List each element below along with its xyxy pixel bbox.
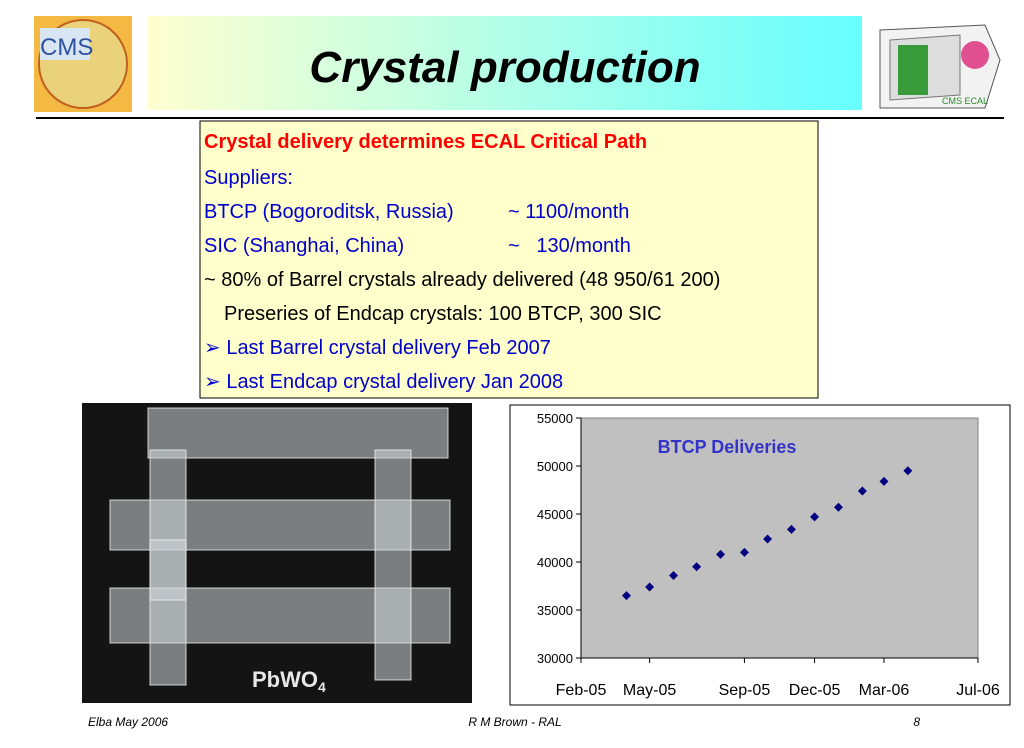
- data-point: [786, 524, 796, 534]
- slide-title: Crystal production: [309, 43, 700, 92]
- bullet: ➢ Last Barrel crystal delivery Feb 2007: [204, 337, 551, 359]
- x-tick-label: Jul-06: [956, 682, 1000, 699]
- x-tick-label: Dec-05: [789, 682, 841, 699]
- logo-text: CMS ECAL: [942, 96, 988, 106]
- data-point: [833, 502, 843, 512]
- title-bar: [148, 16, 862, 110]
- crystal-photo: PbWO4: [82, 403, 472, 703]
- photo-label: PbWO4: [252, 667, 326, 695]
- text-box: [199, 120, 819, 399]
- data-point: [810, 512, 820, 522]
- chart-title: BTCP Deliveries: [658, 437, 797, 457]
- data-point: [763, 534, 773, 544]
- y-tick-label: 35000: [537, 603, 573, 618]
- y-tick-label: 40000: [537, 555, 573, 570]
- y-tick-label: 55000: [537, 411, 573, 426]
- heading: Crystal delivery determines ECAL Critica…: [204, 131, 647, 153]
- supplier-rate: ~ 1100/month: [508, 201, 629, 223]
- ecal-logo: CMS ECAL: [879, 24, 1001, 109]
- y-tick-label: 50000: [537, 459, 573, 474]
- footer-right: 8: [913, 715, 920, 729]
- plot-area: [580, 417, 979, 659]
- y-tick-label: 45000: [537, 507, 573, 522]
- footer-left: Elba May 2006: [88, 715, 168, 729]
- text-line: Suppliers:: [204, 167, 293, 189]
- supplier-rate: ~ 130/month: [508, 235, 631, 257]
- data-point: [692, 562, 702, 572]
- footer-center: R M Brown - RAL: [468, 715, 561, 729]
- text-line: ~ 80% of Barrel crystals already deliver…: [204, 269, 720, 291]
- data-point: [739, 547, 749, 557]
- text-line: Preseries of Endcap crystals: 100 BTCP, …: [224, 303, 662, 325]
- data-point: [669, 570, 679, 580]
- data-point: [645, 582, 655, 592]
- data-point: [716, 549, 726, 559]
- data-point: [857, 486, 867, 496]
- data-point: [903, 466, 913, 476]
- supplier: SIC (Shanghai, China): [204, 235, 404, 257]
- cms-logo: CMS: [34, 16, 132, 112]
- chart: 30000 35000 40000 45000 50000 55000 Feb-05 May-…: [537, 411, 1000, 699]
- x-tick-label: May-05: [623, 682, 676, 699]
- x-tick-label: Mar-06: [859, 682, 910, 699]
- y-tick-label: 30000: [537, 651, 573, 666]
- data-point: [621, 591, 631, 601]
- supplier: BTCP (Bogoroditsk, Russia): [204, 201, 454, 223]
- x-tick-label: Sep-05: [719, 682, 771, 699]
- data-point: [879, 476, 889, 486]
- logo-text: CMS: [40, 34, 93, 61]
- bullet: ➢ Last Endcap crystal delivery Jan 2008: [204, 371, 563, 393]
- x-tick-label: Feb-05: [556, 682, 607, 699]
